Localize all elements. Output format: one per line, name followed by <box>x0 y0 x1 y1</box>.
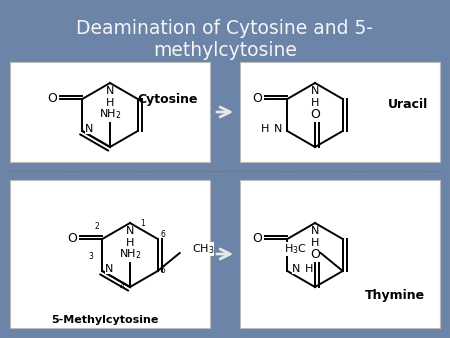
Text: H: H <box>126 238 134 248</box>
Bar <box>240 62 440 162</box>
Bar <box>240 180 440 328</box>
Text: 6: 6 <box>161 230 166 239</box>
Text: H: H <box>311 238 319 248</box>
Text: N: N <box>105 264 114 274</box>
Text: N: N <box>106 86 114 96</box>
Text: N: N <box>311 86 319 96</box>
Text: O: O <box>47 93 57 105</box>
Text: Thymine: Thymine <box>365 289 425 301</box>
Text: NH$_2$: NH$_2$ <box>99 107 122 121</box>
Text: N: N <box>126 226 134 236</box>
Text: Uracil: Uracil <box>388 98 428 112</box>
Text: methylcytosine: methylcytosine <box>153 41 297 59</box>
Text: CH$_3$: CH$_3$ <box>192 242 214 256</box>
Bar <box>10 180 210 328</box>
Text: 5: 5 <box>161 266 166 275</box>
Text: H: H <box>305 264 314 274</box>
Text: O: O <box>310 107 320 121</box>
Text: N: N <box>292 264 301 274</box>
Text: O: O <box>310 247 320 261</box>
Text: Cytosine: Cytosine <box>138 94 198 106</box>
Text: 5-Methylcytosine: 5-Methylcytosine <box>51 315 159 325</box>
Text: Deamination of Cytosine and 5-: Deamination of Cytosine and 5- <box>76 19 373 38</box>
Text: N: N <box>311 226 319 236</box>
Text: O: O <box>252 93 262 105</box>
Text: O: O <box>252 233 262 245</box>
Text: 4: 4 <box>120 282 125 291</box>
Text: O: O <box>68 233 77 245</box>
Text: 3: 3 <box>88 252 93 261</box>
Text: 2: 2 <box>94 222 99 231</box>
Text: N: N <box>274 124 282 134</box>
Text: H: H <box>261 124 269 134</box>
Text: H: H <box>311 98 319 108</box>
Bar <box>10 62 210 162</box>
Text: NH$_2$: NH$_2$ <box>119 247 141 261</box>
Text: N: N <box>86 124 94 134</box>
Text: H: H <box>106 98 114 108</box>
Text: 1: 1 <box>140 219 145 228</box>
Text: H$_3$C: H$_3$C <box>284 242 307 256</box>
